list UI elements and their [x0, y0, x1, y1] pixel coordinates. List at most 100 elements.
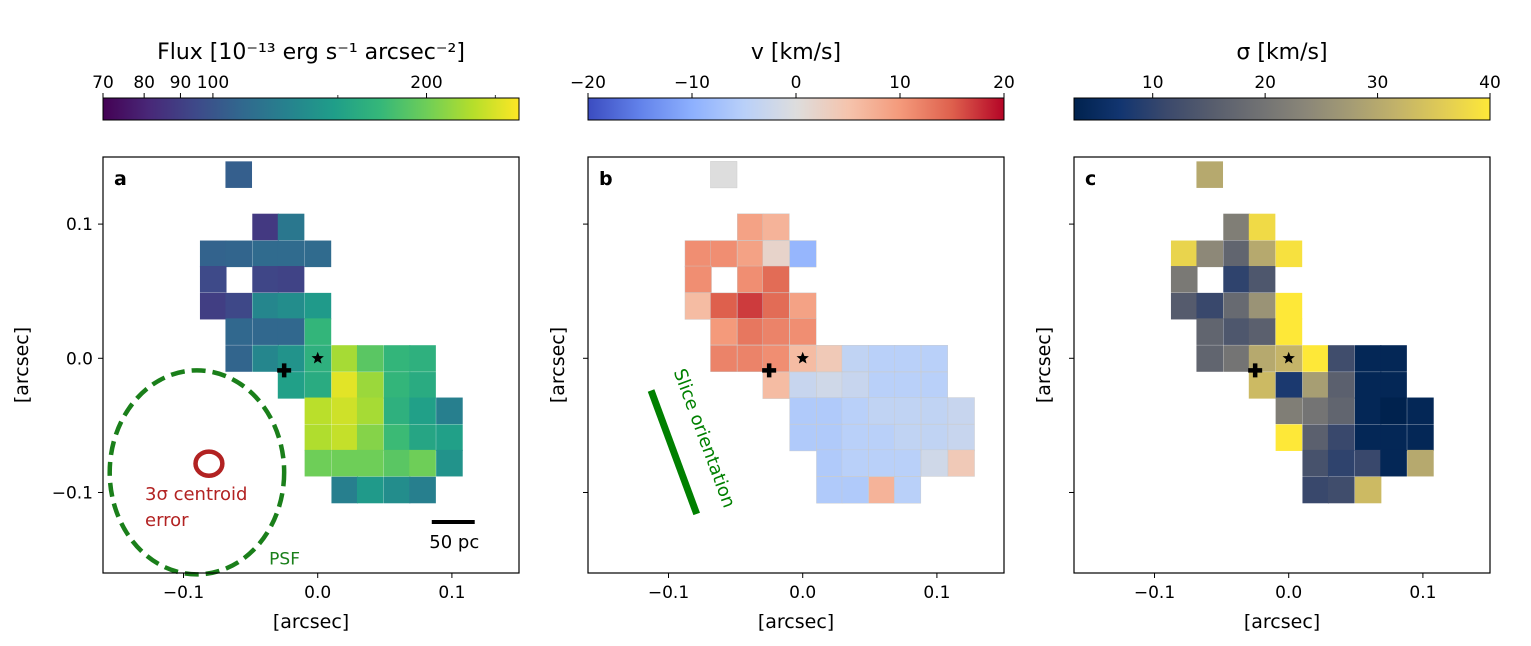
heatmap-cell — [762, 265, 790, 293]
centroid-label-line2: error — [145, 510, 189, 531]
heatmap-cell — [1354, 449, 1382, 477]
heatmap-cell — [1327, 424, 1355, 451]
heatmap-cell — [1248, 213, 1276, 241]
heatmap-cell — [409, 345, 436, 372]
centroid-cross-marker — [277, 363, 292, 378]
heatmap-cell — [920, 397, 948, 425]
heatmap-cell — [225, 345, 253, 372]
x-tick-label: 0.0 — [789, 583, 816, 603]
heatmap-cell — [277, 213, 305, 241]
colorbar-tick-label: 20 — [993, 73, 1015, 93]
heatmap-cell — [356, 345, 384, 372]
colorbar-tick-label: 100 — [197, 73, 229, 93]
heatmap-cell — [409, 449, 436, 477]
heatmap-cell — [356, 397, 384, 425]
heatmap-cell — [436, 397, 463, 425]
heatmap-cell — [331, 345, 359, 372]
heatmap-cell — [684, 265, 712, 293]
heatmap-cell — [816, 345, 844, 372]
heatmap-cell — [356, 372, 384, 399]
heatmap-cell — [331, 476, 359, 504]
axes-frame — [587, 156, 1005, 574]
heatmap-cell — [737, 318, 765, 346]
heatmap-cell — [710, 318, 738, 346]
heatmap-cell — [789, 292, 817, 320]
heatmap-cell — [304, 240, 332, 268]
colorbar-tick-label: 0 — [791, 73, 802, 93]
heatmap-cell — [304, 424, 332, 451]
heatmap-cell — [331, 424, 359, 451]
heatmap-cell — [947, 424, 975, 452]
heatmap-cell — [710, 161, 738, 189]
heatmap-cell — [277, 318, 305, 345]
heatmap-cell — [789, 424, 817, 452]
heatmap-cell — [1223, 266, 1250, 293]
heatmap-cell — [225, 161, 253, 188]
heatmap-cell — [199, 292, 227, 320]
heatmap-cell — [1223, 318, 1250, 345]
colorbar-tick-label: 30 — [1367, 73, 1389, 93]
nucleus-star-marker — [1282, 351, 1295, 364]
heatmap-cell — [710, 292, 738, 320]
colorbar-tick-label: 200 — [410, 73, 442, 93]
heatmap-cell — [409, 372, 436, 399]
heatmap-cell — [252, 292, 279, 320]
y-axis-label: [arcsec] — [11, 327, 33, 403]
heatmap-cell — [868, 371, 896, 399]
heatmap-cell — [225, 292, 253, 320]
heatmap-cell — [920, 345, 948, 372]
scalebar-label: 50 pc — [429, 532, 479, 553]
heatmap-cell — [1354, 372, 1382, 399]
colorbar-tick-label: 10 — [1142, 73, 1164, 93]
heatmap-cell — [816, 449, 844, 477]
x-tick-label: 0.1 — [1409, 583, 1436, 603]
heatmap-cells — [684, 161, 975, 504]
colorbar: 10 20 30 40 σ [km/s] — [1073, 40, 1501, 121]
heatmap-cell — [762, 371, 790, 399]
heatmap-cell — [1354, 345, 1382, 372]
heatmap-cell — [1302, 372, 1330, 399]
psf-label: PSF — [269, 549, 300, 569]
panel-c-dispersion: 10 20 30 40 σ [km/s] −0.1 0.0 0.1 [arcsec] [arcse… — [1033, 40, 1501, 633]
heatmap-cell — [841, 371, 869, 399]
heatmap-cell — [252, 318, 279, 345]
heatmap-cell — [383, 424, 411, 451]
heatmap-cell — [1275, 397, 1303, 425]
heatmap-cell — [1196, 318, 1224, 345]
heatmap-cell — [356, 449, 384, 477]
heatmap-cell — [304, 292, 332, 320]
heatmap-cell — [789, 397, 817, 425]
heatmap-cell — [1407, 397, 1434, 425]
heatmap-cell — [841, 424, 869, 452]
psf-ellipse — [107, 368, 287, 577]
colorbar-title: Flux [10⁻¹³ erg s⁻¹ arcsec⁻²] — [157, 40, 465, 65]
heatmap-cell — [868, 449, 896, 477]
heatmap-cell — [277, 240, 305, 268]
centroid-cross-marker — [762, 363, 777, 378]
centroid-cross-marker — [1248, 363, 1263, 378]
heatmap-cell — [252, 240, 279, 268]
heatmap-cell — [816, 476, 844, 504]
heatmap-cell — [1170, 292, 1198, 320]
heatmap-cell — [1275, 372, 1303, 399]
heatmap-cell — [409, 397, 436, 425]
colorbar-tick-label: 70 — [92, 73, 114, 93]
heatmap-cell — [762, 292, 790, 320]
heatmap-cell — [947, 397, 975, 425]
heatmap-cell — [304, 397, 332, 425]
heatmap-cell — [1302, 476, 1330, 504]
colorbar-title: v [km/s] — [751, 40, 841, 65]
heatmap-cell — [868, 476, 896, 504]
heatmap-cell — [1380, 449, 1407, 477]
heatmap-cell — [737, 240, 765, 268]
heatmap-cell — [816, 424, 844, 452]
heatmap-cell — [252, 266, 279, 293]
heatmap-cell — [816, 397, 844, 425]
colorbar-strip — [102, 97, 520, 121]
heatmap-cell — [436, 449, 463, 477]
heatmap-cell — [894, 345, 922, 372]
heatmap-cell — [1248, 345, 1276, 372]
heatmap-cell — [304, 372, 332, 399]
panel-b-velocity: −20 −10 0 10 20 v [km/s] Slice orientation −0.1… — [547, 40, 1015, 633]
